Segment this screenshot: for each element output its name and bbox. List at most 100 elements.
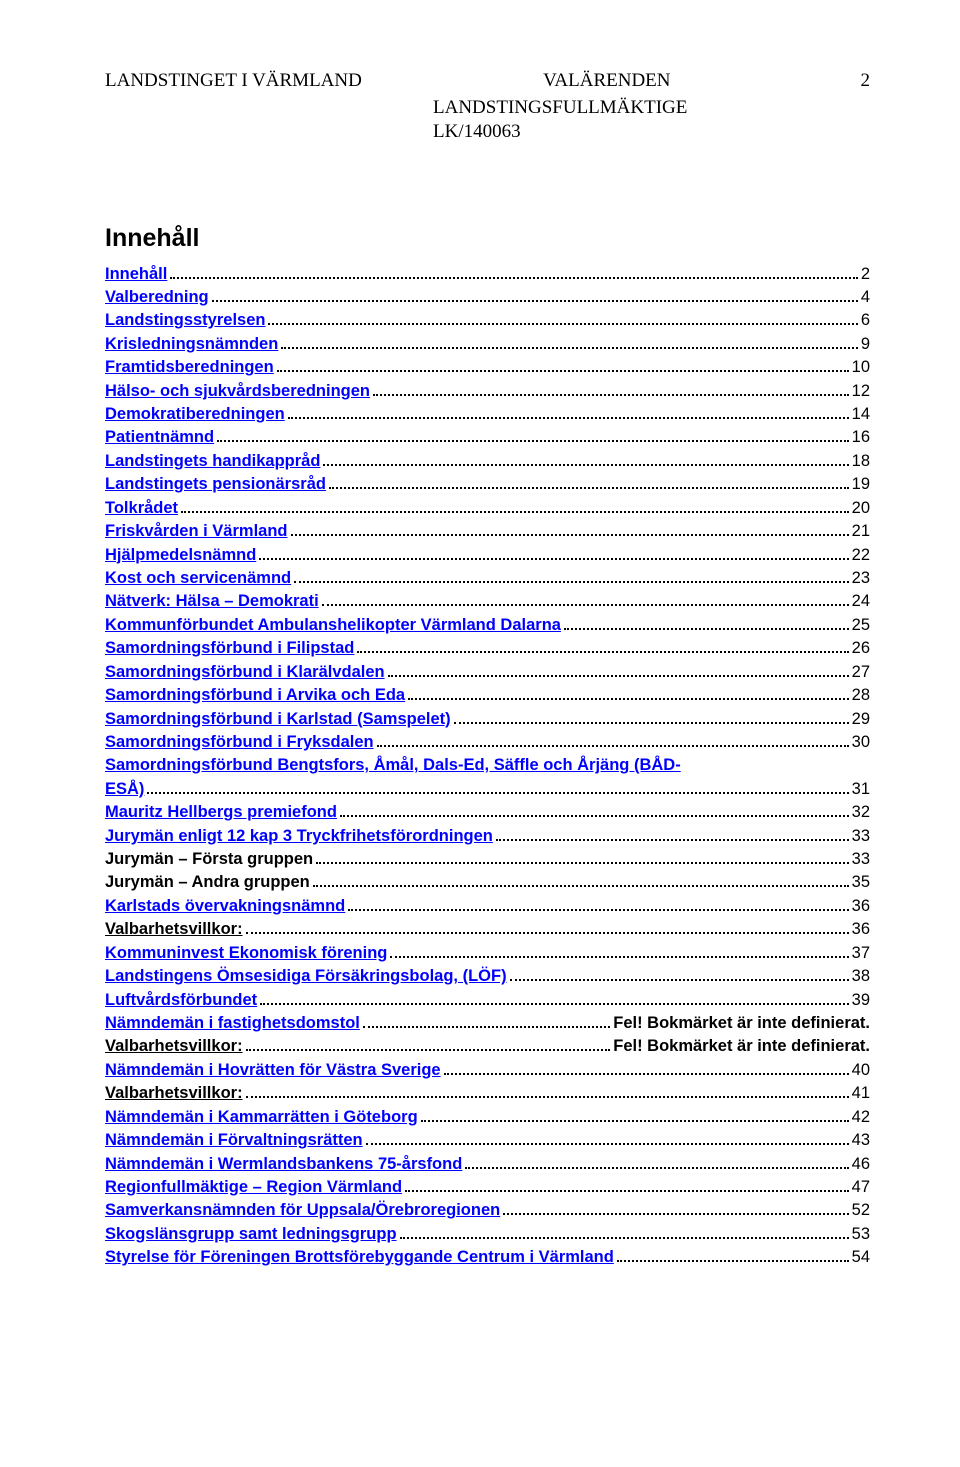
toc-link[interactable]: Landstingets pensionärsråd <box>105 473 326 496</box>
toc-link[interactable]: Valbarhetsvillkor: <box>105 1082 243 1105</box>
toc-page: 21 <box>852 520 870 543</box>
toc-link[interactable]: Samordningsförbund i Karlstad (Samspelet… <box>105 708 451 731</box>
toc-leader <box>348 909 848 911</box>
toc-page: 20 <box>852 497 870 520</box>
toc-page: 29 <box>852 708 870 731</box>
toc-link[interactable]: Hälso- och sjukvårdsberedningen <box>105 380 370 403</box>
toc-link[interactable]: Kommuninvest Ekonomisk förening <box>105 942 387 965</box>
toc-leader <box>564 628 849 630</box>
toc-row: Innehåll2 <box>105 263 870 286</box>
toc-link[interactable]: Samordningsförbund i Filipstad <box>105 637 354 660</box>
toc-row: Krisledningsnämnden9 <box>105 333 870 356</box>
toc-row: Valberedning 4 <box>105 286 870 309</box>
toc-row: Samordningsförbund i Filipstad26 <box>105 637 870 660</box>
toc-row: Valbarhetsvillkor: 41 <box>105 1082 870 1105</box>
toc-row: Samordningsförbund i Arvika och Eda 28 <box>105 684 870 707</box>
toc-leader <box>503 1213 848 1215</box>
toc-leader <box>363 1026 610 1028</box>
toc-link[interactable]: Patientnämnd <box>105 426 214 449</box>
toc-link[interactable]: Hjälpmedelsnämnd <box>105 544 256 567</box>
toc-leader <box>323 464 848 466</box>
toc-page: 40 <box>852 1059 870 1082</box>
toc-row: Samordningsförbund i Klarälvdalen 27 <box>105 661 870 684</box>
toc-leader <box>291 534 849 536</box>
toc-link[interactable]: Tolkrådet <box>105 497 178 520</box>
toc-page: 27 <box>852 661 870 684</box>
toc-leader <box>246 932 849 934</box>
toc-link[interactable]: Samordningsförbund i Fryksdalen <box>105 731 374 754</box>
toc-leader <box>408 698 849 700</box>
toc-label: Jurymän – Första gruppen <box>105 848 313 871</box>
toc-page: 16 <box>852 426 870 449</box>
toc-link[interactable]: Landstingens Ömsesidiga Försäkringsbolag… <box>105 965 507 988</box>
toc-page: 41 <box>852 1082 870 1105</box>
toc-row: Kost och servicenämnd23 <box>105 567 870 590</box>
toc-row: Nämndemän i Kammarrätten i Göteborg42 <box>105 1106 870 1129</box>
toc-row: Framtidsberedningen10 <box>105 356 870 379</box>
toc-leader <box>377 745 849 747</box>
toc-link[interactable]: Nämndemän i Wermlandsbankens 75-årsfond <box>105 1153 462 1176</box>
toc-link[interactable]: Samordningsförbund i Klarälvdalen <box>105 661 385 684</box>
toc-leader <box>329 487 849 489</box>
toc-link[interactable]: Karlstads övervakningsnämnd <box>105 895 345 918</box>
toc-link[interactable]: Landstingsstyrelsen <box>105 309 265 332</box>
toc-link[interactable]: Samordningsförbund Bengtsfors, Åmål, Dal… <box>105 756 681 774</box>
toc-leader <box>388 675 849 677</box>
toc-leader <box>316 862 849 864</box>
toc-link[interactable]: Friskvården i Värmland <box>105 520 288 543</box>
toc-link[interactable]: Skogslänsgrupp samt ledningsgrupp <box>105 1223 397 1246</box>
toc-leader <box>617 1260 849 1262</box>
document-page: LANDSTINGET I VÄRMLAND VALÄRENDEN 2 LAND… <box>0 0 960 1330</box>
toc-link[interactable]: Nämndemän i Förvaltningsrätten <box>105 1129 363 1152</box>
toc-row: Nämndemän i Wermlandsbankens 75-årsfond4… <box>105 1153 870 1176</box>
toc-leader <box>444 1073 849 1075</box>
toc-list: Innehåll2Valberedning 4 Landstingsstyrelse… <box>105 263 870 1270</box>
toc-link[interactable]: Nämndemän i fastighetsdomstol <box>105 1012 360 1035</box>
toc-link[interactable]: Samverkansnämnden för Uppsala/Örebroregi… <box>105 1199 500 1222</box>
toc-link[interactable]: Luftvårdsförbundet <box>105 989 257 1012</box>
toc-link[interactable]: Demokratiberedningen <box>105 403 285 426</box>
toc-page: 24 <box>852 590 870 613</box>
toc-link[interactable]: Innehåll <box>105 263 167 286</box>
toc-row: Jurymän enligt 12 kap 3 Tryckfrihetsföro… <box>105 825 870 848</box>
toc-link[interactable]: Kost och servicenämnd <box>105 567 291 590</box>
toc-link[interactable]: Nätverk: Hälsa – Demokrati <box>105 590 319 613</box>
toc-link[interactable]: Jurymän enligt 12 kap 3 Tryckfrihetsföro… <box>105 825 493 848</box>
toc-page: 32 <box>852 801 870 824</box>
toc-link[interactable]: Samordningsförbund i Arvika och Eda <box>105 684 405 707</box>
toc-row: Nätverk: Hälsa – Demokrati 24 <box>105 590 870 613</box>
toc-link[interactable]: Kommunförbundet Ambulanshelikopter Värml… <box>105 614 561 637</box>
toc-row: Valbarhetsvillkor:36 <box>105 918 870 941</box>
toc-link[interactable]: Valbarhetsvillkor: <box>105 918 243 941</box>
toc-row: Kommunförbundet Ambulanshelikopter Värml… <box>105 614 870 637</box>
toc-link[interactable]: Nämndemän i Hovrätten för Västra Sverige <box>105 1059 441 1082</box>
toc-link[interactable]: Mauritz Hellbergs premiefond <box>105 801 337 824</box>
toc-row: Samverkansnämnden för Uppsala/Örebroregi… <box>105 1199 870 1222</box>
toc-page: 28 <box>852 684 870 707</box>
toc-link[interactable]: Landstingets handikappråd <box>105 450 320 473</box>
toc-page: 4 <box>861 286 870 309</box>
toc-row: Samordningsförbund Bengtsfors, Åmål, Dal… <box>105 754 870 777</box>
toc-link[interactable]: Regionfullmäktige – Region Värmland <box>105 1176 402 1199</box>
toc-link[interactable]: Krisledningsnämnden <box>105 333 278 356</box>
toc-link[interactable]: Valberedning <box>105 286 209 309</box>
toc-row: Samordningsförbund i Karlstad (Samspelet… <box>105 708 870 731</box>
toc-label: Jurymän – Andra gruppen <box>105 871 310 894</box>
toc-leader <box>510 979 849 981</box>
toc-link[interactable]: Styrelse för Föreningen Brottsförebyggan… <box>105 1246 614 1269</box>
toc-page: 53 <box>852 1223 870 1246</box>
toc-row: Friskvården i Värmland 21 <box>105 520 870 543</box>
toc-leader <box>181 511 849 513</box>
toc-row: Skogslänsgrupp samt ledningsgrupp 53 <box>105 1223 870 1246</box>
toc-row: Valbarhetsvillkor: Fel! Bokmärket är int… <box>105 1035 870 1058</box>
toc-link[interactable]: ESÅ) <box>105 778 144 801</box>
toc-error: Fel! Bokmärket är inte definierat. <box>613 1012 870 1035</box>
toc-leader <box>313 885 849 887</box>
toc-link[interactable]: Framtidsberedningen <box>105 356 274 379</box>
toc-page: 6 <box>861 309 870 332</box>
toc-link[interactable]: Nämndemän i Kammarrätten i Göteborg <box>105 1106 418 1129</box>
toc-link[interactable]: Valbarhetsvillkor: <box>105 1035 243 1058</box>
toc-row: Hjälpmedelsnämnd22 <box>105 544 870 567</box>
toc-row: Kommuninvest Ekonomisk förening37 <box>105 942 870 965</box>
toc-page: 31 <box>852 778 870 801</box>
